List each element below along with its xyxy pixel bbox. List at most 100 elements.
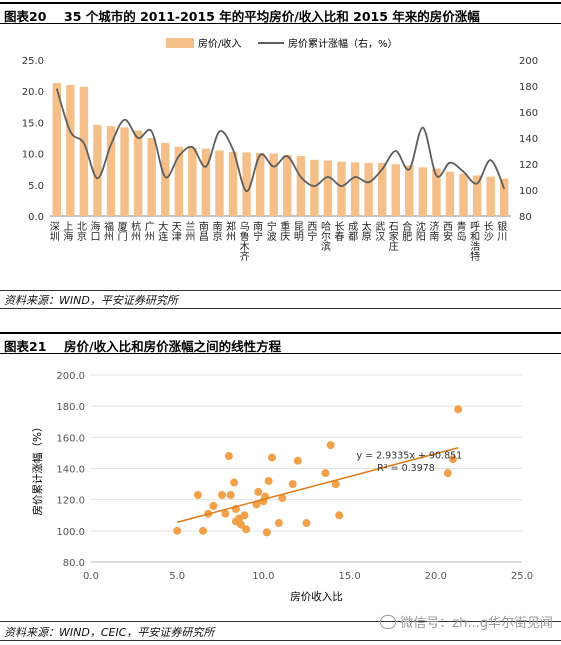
x-tick-label: 南宁 <box>251 220 263 241</box>
data-point <box>268 453 277 462</box>
data-point <box>321 469 330 478</box>
y2-tick-label: 120 <box>519 160 538 171</box>
data-point <box>293 456 302 465</box>
data-point <box>449 455 458 464</box>
x-tick-label: 宁波 <box>264 220 276 242</box>
bar <box>459 173 468 216</box>
figure1-title: 35 个城市的 2011-2015 年的平均房价/收入比和 2015 年来的房价… <box>64 9 480 24</box>
bar <box>79 86 89 216</box>
bar <box>215 150 224 216</box>
bar <box>133 130 143 216</box>
data-point <box>218 490 227 499</box>
y-tick-label: 5.0 <box>28 181 44 192</box>
bar <box>147 138 156 216</box>
bar <box>269 153 278 216</box>
x-tick-label: 0.0 <box>83 571 99 582</box>
x-tick-label: 哈尔滨 <box>318 220 330 252</box>
x-tick-label: 郑州 <box>224 220 236 241</box>
x-tick-label: 南京 <box>210 220 222 242</box>
data-point <box>454 405 463 414</box>
bar <box>445 171 455 216</box>
x-tick-label: 重庆 <box>278 220 290 242</box>
source2-divider <box>0 621 561 622</box>
bar <box>500 178 509 216</box>
bar <box>310 159 319 216</box>
x-tick-label: 西宁 <box>305 221 317 241</box>
y2-tick-label: 200 <box>519 56 538 67</box>
bar <box>161 142 170 216</box>
x-tick-label: 25.0 <box>511 571 533 582</box>
x-tick-label: 青岛 <box>454 220 466 242</box>
bar <box>255 152 265 216</box>
data-point <box>443 469 452 478</box>
x-tick-label: 海口 <box>88 220 100 241</box>
trendline <box>177 446 459 523</box>
bar <box>405 165 414 216</box>
y-tick-label: 10.0 <box>22 150 44 161</box>
data-point <box>193 490 202 499</box>
source2-bottom-divider <box>0 640 561 641</box>
figure2-header: 图表21 房价/收入比和房价涨幅之间的线性方程 <box>0 332 561 354</box>
x-tick-label: 长春 <box>332 221 344 242</box>
x-axis-title: 房价收入比 <box>290 590 343 603</box>
combo-chart: 房价/收入 房价累计涨幅（右，%） 0.0 5.0 10.0 15.0 20.0 25.0 80… <box>22 37 538 262</box>
data-point <box>302 519 311 528</box>
bar <box>472 175 482 216</box>
x-tick-label: 广州 <box>142 221 154 241</box>
y-tick-label: 20.0 <box>22 87 44 98</box>
x-tick-label: 兰州 <box>183 220 195 241</box>
data-point <box>335 511 344 520</box>
legend-bar-swatch <box>166 38 194 48</box>
data-point <box>230 478 239 487</box>
x-tick-label: 济南 <box>427 220 439 241</box>
bar <box>350 162 360 216</box>
figure1-source: 资料来源：WIND，平安证券研究所 <box>4 294 178 307</box>
x-tick-label: 南昌 <box>196 220 208 242</box>
x-tick-label: 太原 <box>359 220 371 241</box>
bar <box>174 146 184 216</box>
data-point <box>242 525 251 534</box>
x-tick-label: 成都 <box>346 221 358 242</box>
x-tick-label: 天津 <box>169 221 181 242</box>
wechat-icon <box>380 615 397 629</box>
data-point <box>226 490 235 499</box>
y2-tick-label: 140 <box>519 134 538 145</box>
source1-divider <box>0 290 561 291</box>
data-point <box>262 528 271 537</box>
data-point <box>278 494 287 503</box>
bar <box>93 124 102 216</box>
figure2-number: 图表21 <box>4 339 47 354</box>
x-tick-label: 合肥 <box>400 220 412 242</box>
data-point <box>224 452 233 461</box>
figure1-number: 图表20 <box>4 9 47 24</box>
data-point <box>331 480 340 489</box>
data-point <box>199 526 208 535</box>
y-tick-label: 120.0 <box>56 496 85 507</box>
bar <box>337 161 346 216</box>
equation-label: y = 2.9335x + 90.851 <box>356 450 462 461</box>
data-point <box>288 480 297 489</box>
r-squared-label: R² = 0.3978 <box>377 463 435 474</box>
data-point <box>209 501 218 510</box>
x-tick-label: 呼和浩特 <box>468 221 480 261</box>
y-tick-label: 0.0 <box>28 212 44 223</box>
bar <box>391 164 400 216</box>
bar <box>228 151 238 216</box>
x-tick-label: 沈阳 <box>413 220 425 241</box>
x-tick-label: 乌鲁木齐 <box>237 220 249 262</box>
bar <box>432 168 441 216</box>
y-tick-label: 100.0 <box>56 527 85 538</box>
x-tick-label: 深圳 <box>47 221 59 241</box>
x-tick-label: 西安 <box>440 221 452 242</box>
data-point <box>326 441 335 450</box>
series-line-growth <box>55 88 506 193</box>
x-tick-label: 杭州 <box>129 220 141 241</box>
y-tick-label: 140.0 <box>56 465 85 476</box>
bar <box>66 84 75 217</box>
y2-tick-label: 180 <box>519 82 538 93</box>
scatter-chart: 80.0 100.0 120.0 140.0 160.0 180.0 200.0 0.0 5.0… <box>31 371 533 603</box>
figure2-title: 房价/收入比和房价涨幅之间的线性方程 <box>64 339 282 354</box>
y-tick-label: 160.0 <box>56 433 85 444</box>
y-tick-label: 200.0 <box>56 371 85 382</box>
x-tick-label: 石家庄 <box>386 221 398 252</box>
